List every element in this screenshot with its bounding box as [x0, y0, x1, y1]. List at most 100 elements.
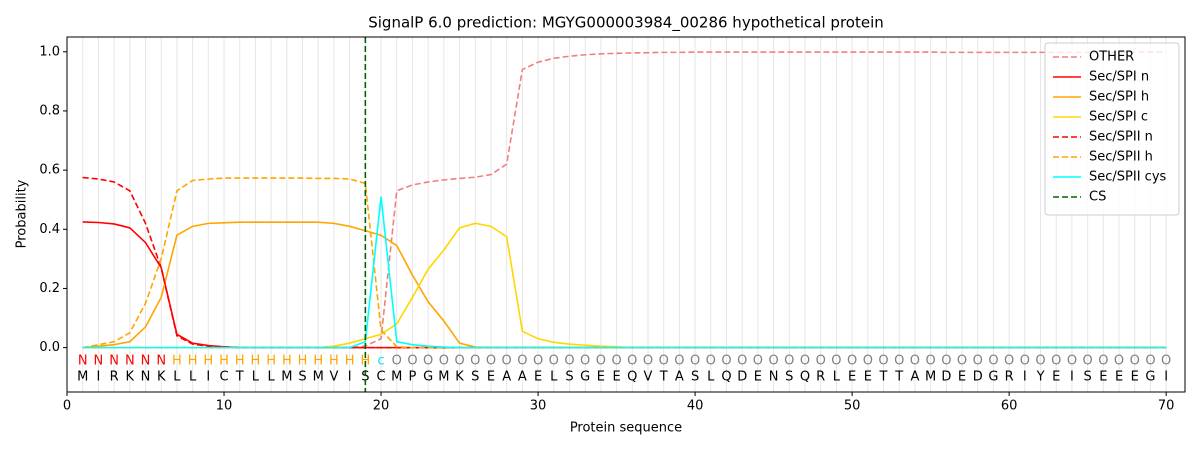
residue-label: R	[110, 370, 119, 385]
residue-label: S	[361, 370, 369, 385]
region-label: H	[313, 353, 323, 368]
region-label: O	[737, 353, 747, 368]
region-label: O	[1067, 353, 1077, 368]
region-label: N	[141, 353, 151, 368]
residue-label: G	[423, 370, 433, 385]
residue-label: A	[910, 370, 919, 385]
region-label: H	[172, 353, 182, 368]
region-label: O	[753, 353, 763, 368]
legend-box	[1044, 42, 1180, 216]
region-label: c	[377, 353, 384, 368]
residue-label: L	[707, 370, 715, 385]
region-label: O	[627, 353, 637, 368]
region-label: H	[360, 353, 370, 368]
region-label: H	[188, 353, 198, 368]
region-label: N	[94, 353, 104, 368]
y-tick-label: 0.0	[39, 340, 60, 355]
x-tick-label: 0	[63, 399, 71, 414]
region-label: O	[926, 353, 936, 368]
y-tick-label: 0.4	[39, 222, 60, 237]
region-label: O	[941, 353, 951, 368]
legend-label: Sec/SPI c	[1089, 110, 1148, 125]
residue-label: Y	[1036, 370, 1045, 385]
residue-label: E	[534, 370, 542, 385]
x-tick-label: 40	[687, 399, 704, 414]
residue-label: D	[737, 370, 747, 385]
region-label: O	[816, 353, 826, 368]
residue-label: T	[659, 370, 668, 385]
legend-label: CS	[1089, 190, 1106, 205]
region-label: O	[768, 353, 778, 368]
region-label: N	[109, 353, 119, 368]
region-label: O	[690, 353, 700, 368]
residue-label: A	[675, 370, 684, 385]
residue-label: N	[141, 370, 151, 385]
region-label: H	[203, 353, 213, 368]
residue-label: T	[894, 370, 903, 385]
legend-label: OTHER	[1089, 50, 1134, 65]
residue-label: I	[1023, 370, 1027, 385]
residue-label: S	[471, 370, 479, 385]
residue-label: I	[348, 370, 352, 385]
x-tick-label: 10	[216, 399, 233, 414]
residue-label: D	[973, 370, 983, 385]
region-label: O	[1035, 353, 1045, 368]
region-label: O	[1161, 353, 1171, 368]
residue-label: C	[377, 370, 386, 385]
series-line	[82, 196, 1167, 349]
residue-label: L	[550, 370, 558, 385]
region-label: O	[439, 353, 449, 368]
region-label: N	[156, 353, 166, 368]
residue-label: E	[1131, 370, 1139, 385]
region-label: O	[1145, 353, 1155, 368]
residue-label: N	[769, 370, 779, 385]
y-tick-label: 0.2	[39, 281, 60, 296]
region-label: O	[847, 353, 857, 368]
region-label: O	[800, 353, 810, 368]
region-label: O	[1130, 353, 1140, 368]
region-label: O	[973, 353, 983, 368]
region-label: O	[454, 353, 464, 368]
region-label: H	[329, 353, 339, 368]
region-label: O	[470, 353, 480, 368]
residue-label: Q	[721, 370, 731, 385]
x-tick-label: 70	[1158, 399, 1175, 414]
residue-label: R	[1005, 370, 1014, 385]
residue-label: E	[754, 370, 762, 385]
region-label: O	[831, 353, 841, 368]
residue-label: M	[438, 370, 449, 385]
y-tick-label: 0.8	[39, 103, 60, 118]
residue-label: M	[281, 370, 292, 385]
x-tick-label: 50	[844, 399, 861, 414]
x-axis-label: Protein sequence	[570, 421, 682, 436]
region-label: O	[784, 353, 794, 368]
region-label: O	[878, 353, 888, 368]
legend-label: Sec/SPII cys	[1089, 170, 1167, 185]
residue-label: L	[173, 370, 181, 385]
residue-label: G	[988, 370, 998, 385]
residue-label: S	[785, 370, 793, 385]
residue-label: P	[409, 370, 417, 385]
region-label: H	[251, 353, 261, 368]
residue-label: T	[235, 370, 244, 385]
residue-label: E	[864, 370, 872, 385]
x-tick-label: 30	[530, 399, 547, 414]
residue-label: V	[329, 370, 338, 385]
region-label: O	[502, 353, 512, 368]
residue-label: E	[487, 370, 495, 385]
region-label: H	[345, 353, 355, 368]
residue-label: M	[313, 370, 324, 385]
residue-label: S	[1084, 370, 1092, 385]
residue-label: C	[219, 370, 228, 385]
residue-label: S	[565, 370, 573, 385]
residue-label: E	[1115, 370, 1123, 385]
region-label: O	[643, 353, 653, 368]
y-tick-label: 1.0	[39, 44, 60, 59]
region-label: O	[564, 353, 574, 368]
region-label: O	[1020, 353, 1030, 368]
region-label: O	[533, 353, 543, 368]
residue-label: E	[1099, 370, 1107, 385]
residue-label: K	[126, 370, 135, 385]
region-label: O	[407, 353, 417, 368]
region-label: O	[486, 353, 496, 368]
